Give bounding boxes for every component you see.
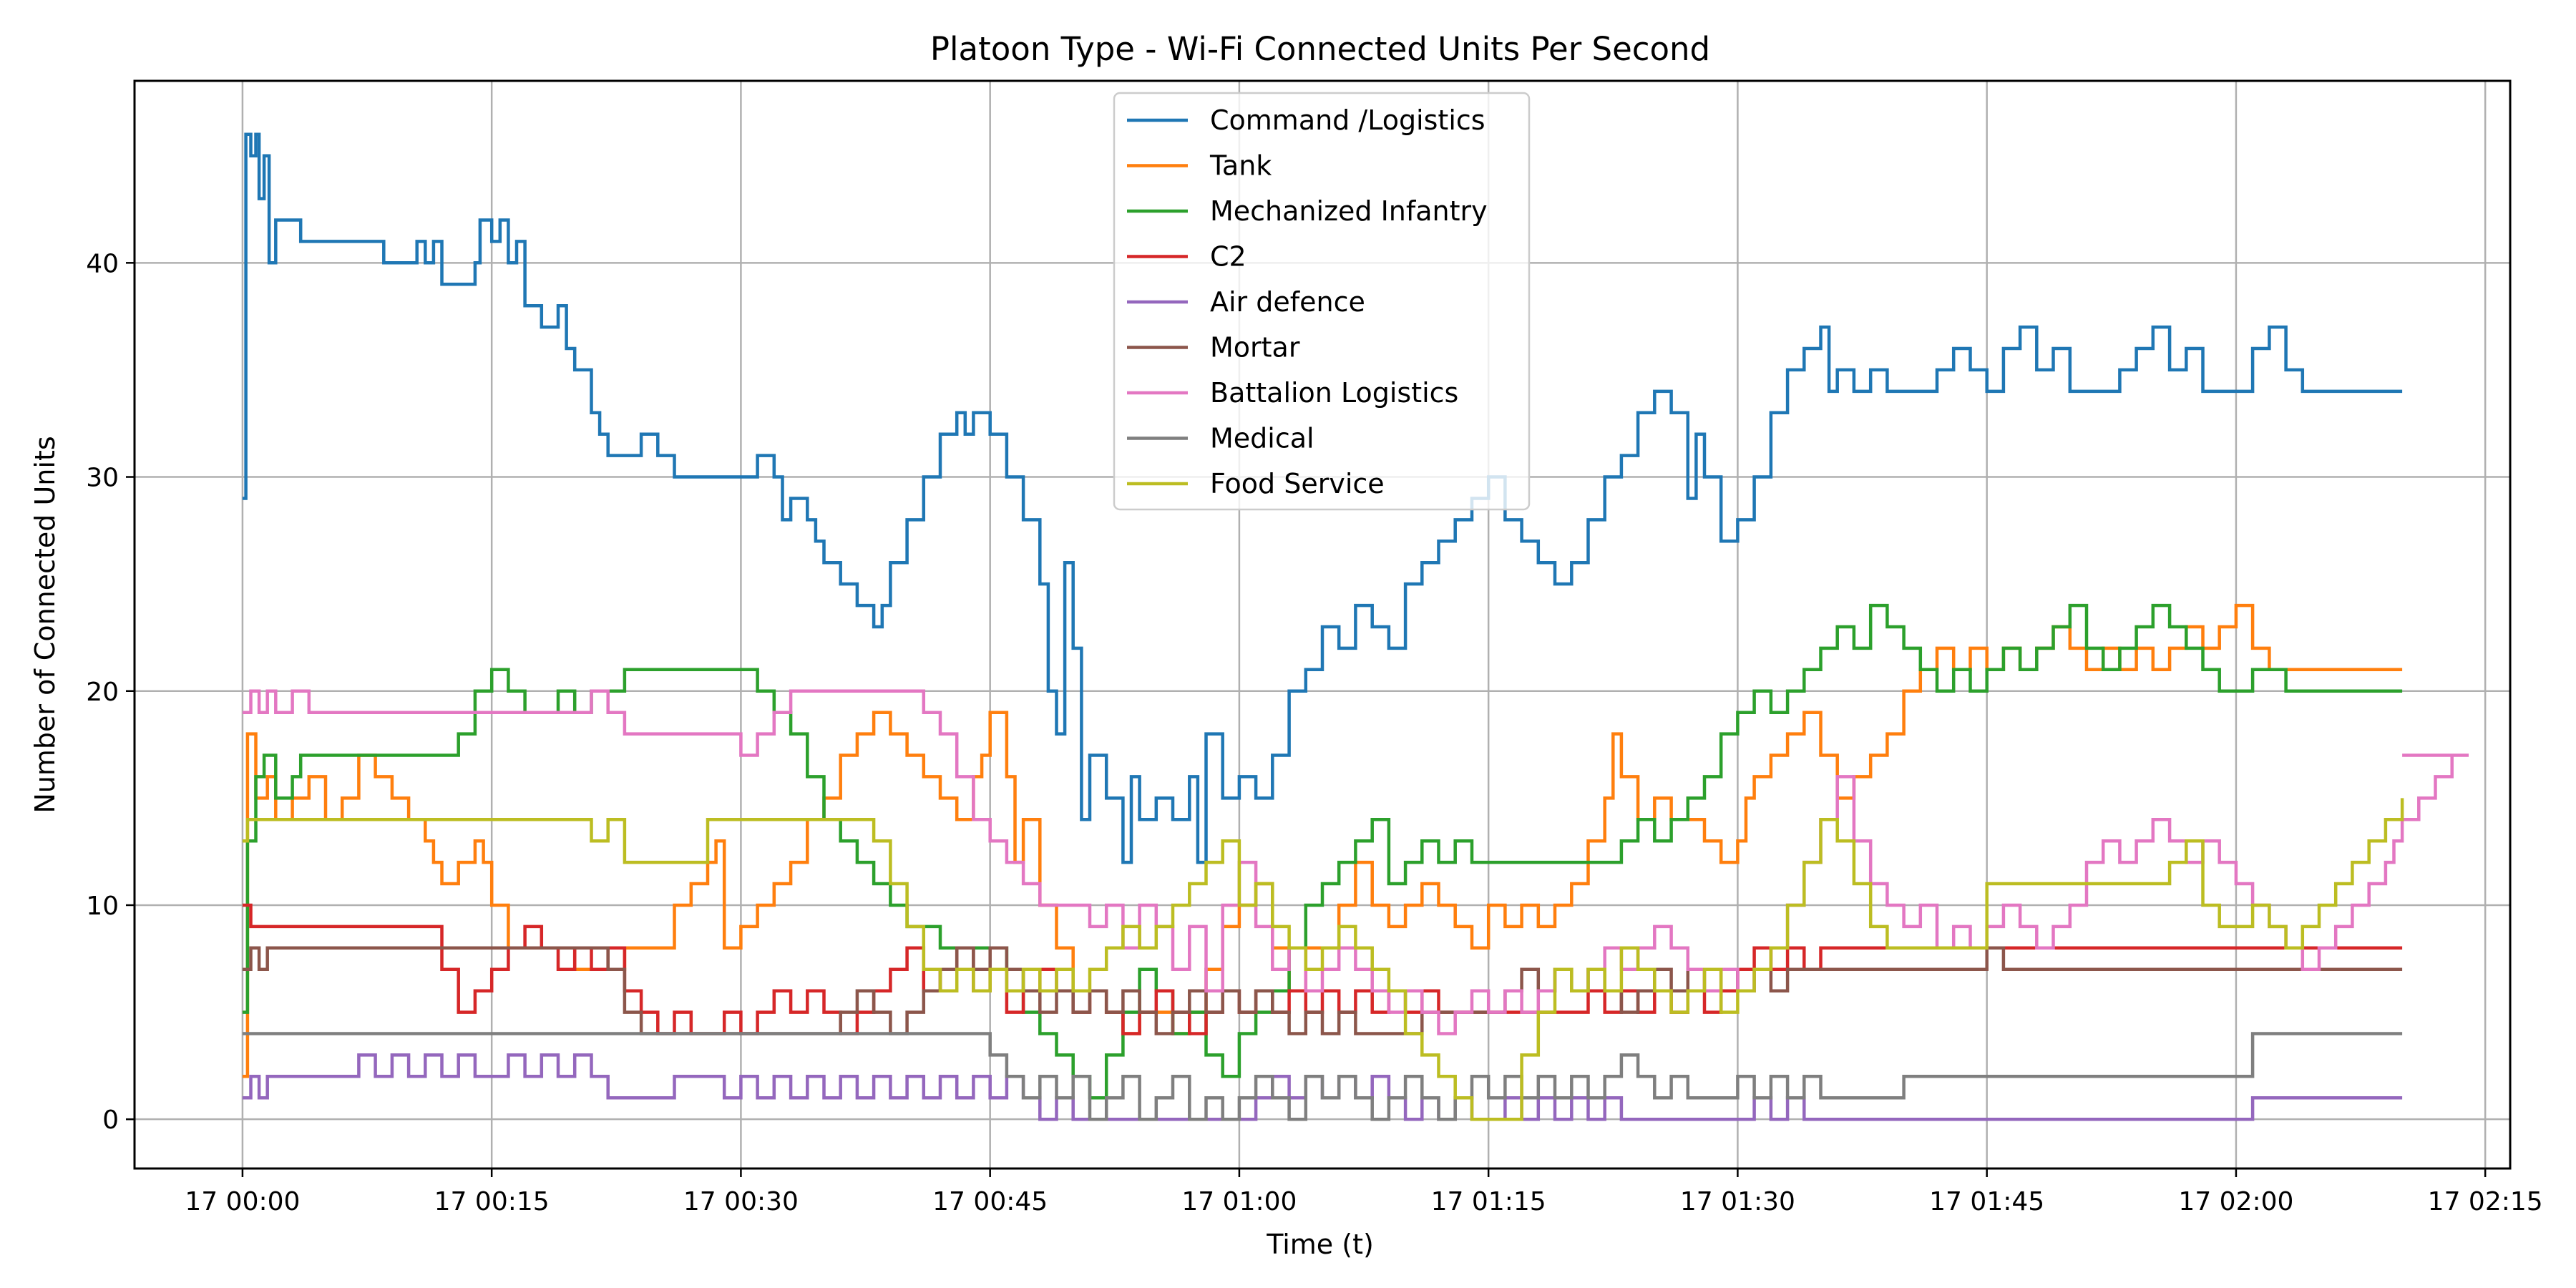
legend: Command /Logistics Tank Mechanized Infantr… [1113,92,1531,511]
legend-label-food-service: Food Service [1210,468,1385,499]
y-tick-label: 40 [86,249,119,278]
x-tick-label: 17 02:15 [2428,1187,2543,1216]
x-axis: 17 00:00 17 00:15 17 00:30 17 00:45 17 01:00… [185,1169,2543,1216]
legend-label-mechanized-infantry: Mechanized Infantry [1210,195,1488,227]
series-line-food-service [242,798,2404,1121]
legend-label-c2: C2 [1210,241,1246,273]
legend-label-air-defence: Air defence [1210,286,1365,318]
legend-box [1113,92,1531,511]
chart-title: Platoon Type - Wi-Fi Connected Units Per… [930,30,1710,68]
legend-label-medical: Medical [1210,423,1314,454]
x-tick-label: 17 01:30 [1680,1187,1795,1216]
y-tick-label: 30 [86,464,119,493]
series-line-command-logistics [242,132,2403,864]
x-tick-label: 17 01:15 [1431,1187,1546,1216]
legend-label-command-logistics: Command /Logistics [1210,104,1485,136]
series-line-mortar [242,946,2403,1035]
y-tick-label: 0 [102,1106,119,1135]
legend-label-battalion-logistics: Battalion Logistics [1210,377,1458,409]
x-tick-label: 17 00:30 [683,1187,799,1216]
series-line-medical [242,1032,2403,1121]
y-axis: 0 10 20 30 40 [86,249,135,1135]
legend-label-tank: Tank [1209,150,1272,182]
x-tick-label: 17 01:00 [1181,1187,1297,1216]
plot-frame [133,79,2512,1170]
x-axis-label: Time (t) [1266,1229,1374,1260]
x-tick-label: 17 00:45 [932,1187,1048,1216]
x-tick-label: 17 02:00 [2178,1187,2293,1216]
y-tick-label: 10 [86,892,119,921]
y-tick-label: 20 [86,678,119,707]
series-line-mechanized-infantry [242,603,2403,1100]
legend-label-mortar: Mortar [1210,332,1300,364]
series-layer [242,132,2469,1121]
series-line-air-defence [242,1053,2403,1121]
x-tick-label: 17 00:00 [185,1187,300,1216]
y-axis-label: Number of Connected Units [29,436,61,813]
x-tick-label: 17 00:15 [434,1187,550,1216]
x-tick-label: 17 01:45 [1929,1187,2044,1216]
